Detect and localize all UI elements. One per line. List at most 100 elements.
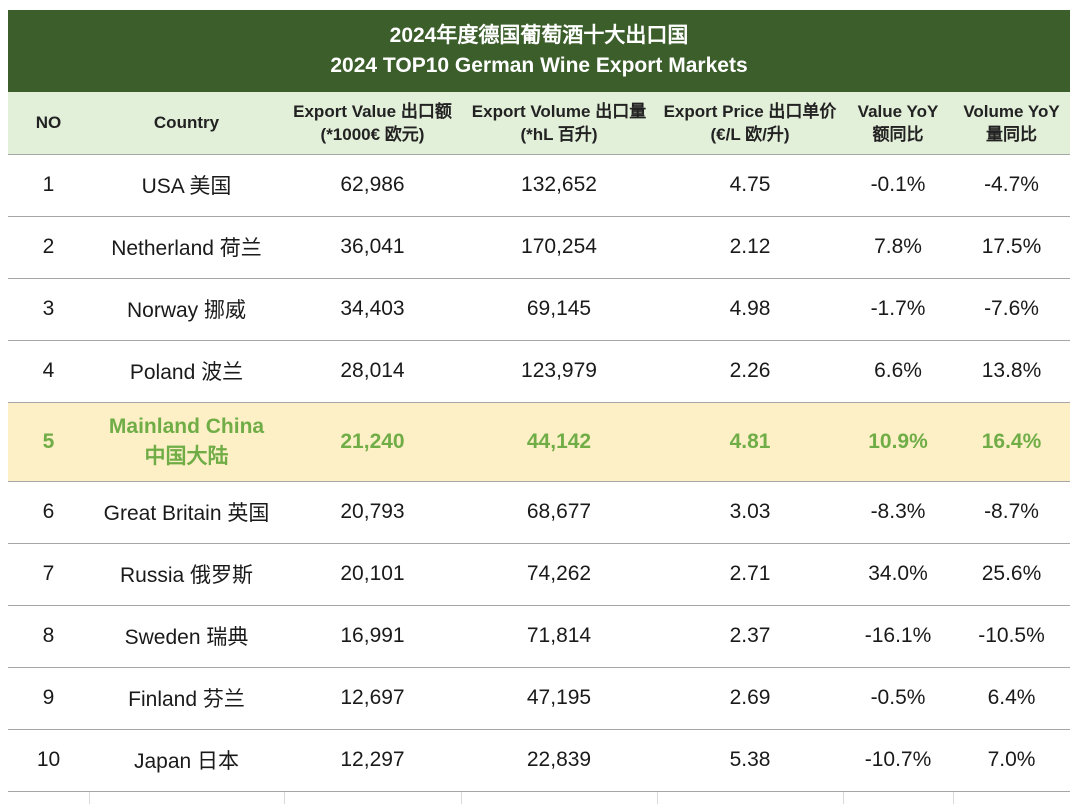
header-volume-yoy: Volume YoY 量同比 — [953, 92, 1070, 155]
cell-export-price: 5.38 — [657, 729, 843, 792]
header-export-price: Export Price 出口单价 (€/L 欧/升) — [657, 92, 843, 155]
cell-export-price: 2.12 — [657, 216, 843, 279]
table-tail — [8, 792, 1070, 804]
cell-no: 4 — [8, 340, 89, 403]
table-row: 10 Japan 日本 12,297 22,839 5.38 -10.7% 7.0% — [8, 729, 1070, 792]
cell-export-value: 12,697 — [284, 667, 461, 730]
cell-country: Finland 芬兰 — [89, 667, 284, 730]
cell-no: 10 — [8, 729, 89, 792]
cell-country: Great Britain 英国 — [89, 481, 284, 544]
table-row: 8 Sweden 瑞典 16,991 71,814 2.37 -16.1% -10.5% — [8, 605, 1070, 668]
cell-volume-yoy: 6.4% — [953, 667, 1070, 730]
cell-export-price: 2.26 — [657, 340, 843, 403]
cell-export-volume: 69,145 — [461, 278, 657, 341]
cell-export-value: 16,991 — [284, 605, 461, 668]
cell-export-value: 20,793 — [284, 481, 461, 544]
cell-export-value: 28,014 — [284, 340, 461, 403]
cell-value-yoy: 34.0% — [843, 543, 953, 606]
cell-export-value: 36,041 — [284, 216, 461, 279]
cell-value-yoy: 6.6% — [843, 340, 953, 403]
cell-volume-yoy: 7.0% — [953, 729, 1070, 792]
cell-no: 9 — [8, 667, 89, 730]
cell-no: 7 — [8, 543, 89, 606]
table-row: 5 Mainland China 中国大陆 21,240 44,142 4.81 10.9%… — [8, 402, 1070, 482]
cell-value-yoy: -16.1% — [843, 605, 953, 668]
cell-volume-yoy: 25.6% — [953, 543, 1070, 606]
header-no-line1: NO — [35, 113, 62, 133]
cell-volume-yoy: -8.7% — [953, 481, 1070, 544]
header-export-volume-line2: (*hL 百升) — [520, 124, 598, 144]
cell-value-yoy: -10.7% — [843, 729, 953, 792]
cell-volume-yoy: 17.5% — [953, 216, 1070, 279]
header-export-value: Export Value 出口额 (*1000€ 欧元) — [284, 92, 461, 155]
header-value-yoy-line2: 额同比 — [872, 124, 924, 144]
table-row: 7 Russia 俄罗斯 20,101 74,262 2.71 34.0% 25.6% — [8, 543, 1070, 606]
header-no: NO — [8, 92, 89, 155]
table-title: 2024年度德国葡萄酒十大出口国 2024 TOP10 German Wine … — [8, 10, 1070, 92]
cell-no: 1 — [8, 154, 89, 217]
table-row: 4 Poland 波兰 28,014 123,979 2.26 6.6% 13.8% — [8, 340, 1070, 403]
header-export-price-line2: (€/L 欧/升) — [710, 124, 790, 144]
cell-export-price: 3.03 — [657, 481, 843, 544]
cell-export-value: 62,986 — [284, 154, 461, 217]
header-volume-yoy-line1: Volume YoY — [963, 101, 1060, 121]
cell-export-price: 2.69 — [657, 667, 843, 730]
cell-export-volume: 68,677 — [461, 481, 657, 544]
cell-export-volume: 74,262 — [461, 543, 657, 606]
table-header-row: NO Country Export Value 出口额 (*1000€ 欧元) Expo… — [8, 92, 1070, 155]
cell-export-volume: 132,652 — [461, 154, 657, 217]
cell-no: 6 — [8, 481, 89, 544]
cell-value-yoy: -0.1% — [843, 154, 953, 217]
table-body: 1 USA 美国 62,986 132,652 4.75 -0.1% -4.7% 2 Nethe… — [8, 154, 1070, 792]
cell-export-value: 34,403 — [284, 278, 461, 341]
cell-country: Japan 日本 — [89, 729, 284, 792]
header-volume-yoy-line2: 量同比 — [986, 124, 1037, 144]
cell-country: Russia 俄罗斯 — [89, 543, 284, 606]
header-export-price-line1: Export Price 出口单价 — [663, 101, 837, 121]
cell-export-volume: 170,254 — [461, 216, 657, 279]
cell-country: Norway 挪威 — [89, 278, 284, 341]
cell-export-price: 2.37 — [657, 605, 843, 668]
cell-volume-yoy: -10.5% — [953, 605, 1070, 668]
title-chinese: 2024年度德国葡萄酒十大出口国 — [389, 24, 689, 47]
country-name-english: Mainland China — [108, 414, 265, 438]
cell-export-volume: 44,142 — [461, 402, 657, 482]
cell-export-volume: 22,839 — [461, 729, 657, 792]
header-country-line1: Country — [153, 113, 220, 133]
header-export-volume: Export Volume 出口量 (*hL 百升) — [461, 92, 657, 155]
header-export-volume-line1: Export Volume 出口量 — [471, 101, 647, 121]
cell-country: USA 美国 — [89, 154, 284, 217]
cell-country: Poland 波兰 — [89, 340, 284, 403]
cell-no: 3 — [8, 278, 89, 341]
header-value-yoy: Value YoY 额同比 — [843, 92, 953, 155]
cell-export-price: 4.98 — [657, 278, 843, 341]
header-export-value-line2: (*1000€ 欧元) — [320, 124, 425, 144]
table-row: 6 Great Britain 英国 20,793 68,677 3.03 -8.3% -8… — [8, 481, 1070, 544]
header-country: Country — [89, 92, 284, 155]
cell-country: Sweden 瑞典 — [89, 605, 284, 668]
cell-no: 8 — [8, 605, 89, 668]
cell-export-value: 21,240 — [284, 402, 461, 482]
cell-volume-yoy: 16.4% — [953, 402, 1070, 482]
cell-no: 5 — [8, 402, 89, 482]
cell-country: Mainland China 中国大陆 — [89, 402, 284, 482]
cell-export-volume: 123,979 — [461, 340, 657, 403]
cell-volume-yoy: 13.8% — [953, 340, 1070, 403]
cell-value-yoy: -8.3% — [843, 481, 953, 544]
header-value-yoy-line1: Value YoY — [857, 101, 939, 121]
country-name-chinese: 中国大陆 — [144, 444, 229, 468]
cell-export-volume: 47,195 — [461, 667, 657, 730]
cell-value-yoy: -1.7% — [843, 278, 953, 341]
cell-country: Netherland 荷兰 — [89, 216, 284, 279]
table-row: 9 Finland 芬兰 12,697 47,195 2.69 -0.5% 6.4% — [8, 667, 1070, 730]
cell-value-yoy: 10.9% — [843, 402, 953, 482]
cell-export-value: 20,101 — [284, 543, 461, 606]
export-markets-table: NO Country Export Value 出口额 (*1000€ 欧元) Expo… — [8, 92, 1070, 792]
cell-export-price: 2.71 — [657, 543, 843, 606]
cell-value-yoy: -0.5% — [843, 667, 953, 730]
cell-volume-yoy: -4.7% — [953, 154, 1070, 217]
cell-export-price: 4.81 — [657, 402, 843, 482]
table-row: 1 USA 美国 62,986 132,652 4.75 -0.1% -4.7% — [8, 154, 1070, 217]
cell-export-value: 12,297 — [284, 729, 461, 792]
